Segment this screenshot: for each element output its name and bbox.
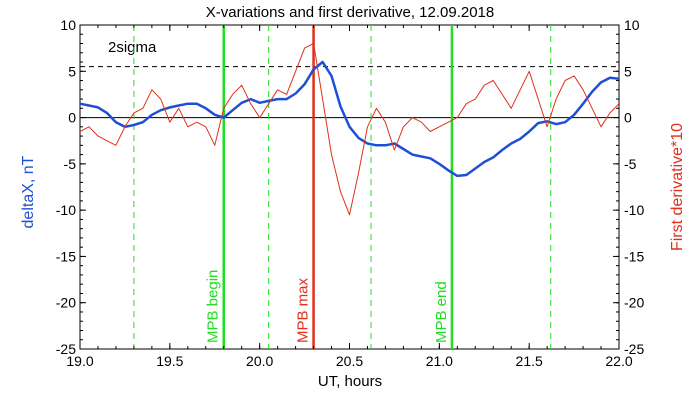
series-line-deltaX [79,60,620,178]
y-tick-label-left-6: -20 [56,295,76,311]
y-tick-label-right-3: -5 [624,156,637,172]
x-tick-label-6: 22.0 [605,353,632,369]
chart-title: X-variations and first derivative, 12.09… [206,4,495,21]
x-tick-label-5: 21.5 [516,353,543,369]
y-tick-label-right-7: -25 [624,341,644,357]
y-tick-label-right-5: -15 [624,248,644,264]
x-tick-label-3: 20.5 [336,353,363,369]
x-tick-label-1: 19.5 [156,353,183,369]
x-tick-label-0: 19.0 [66,353,93,369]
y-tick-label-left-7: -25 [56,341,76,357]
series-line-derivative [79,43,620,216]
vertical-line-label-1: MPB max [295,277,312,343]
vertical-line-label-2: MPB end [433,281,450,343]
y-tick-label-right-4: -10 [624,202,644,218]
y-tick-label-right-2: 0 [624,110,632,126]
plot-frame [79,24,620,350]
y-tick-label-right-6: -20 [624,295,644,311]
y-tick-label-left-3: -5 [64,156,77,172]
y-tick-label-right-0: 10 [624,17,640,33]
y-tick-label-left-0: 10 [60,17,76,33]
y-tick-label-left-4: -10 [56,202,76,218]
y-tick-label-left-5: -15 [56,248,76,264]
y-tick-label-left-1: 5 [68,63,76,79]
y-axis-left-label: deltaX, nT [20,155,37,228]
x-axis-label: UT, hours [318,373,382,390]
y-axis-right-label: First derivative*10 [669,123,686,251]
y-tick-label-right-1: 5 [624,63,632,79]
x-tick-label-4: 21.0 [426,353,453,369]
plot-layer: MPB begin MPB max MPB end 19.0 19.5 20.0 20.5 2… [56,17,645,369]
y-tick-label-left-2: 0 [68,110,76,126]
vertical-line-label-0: MPB begin [205,270,222,343]
sigma-label: 2sigma [108,39,157,56]
x-tick-label-2: 20.0 [246,353,273,369]
